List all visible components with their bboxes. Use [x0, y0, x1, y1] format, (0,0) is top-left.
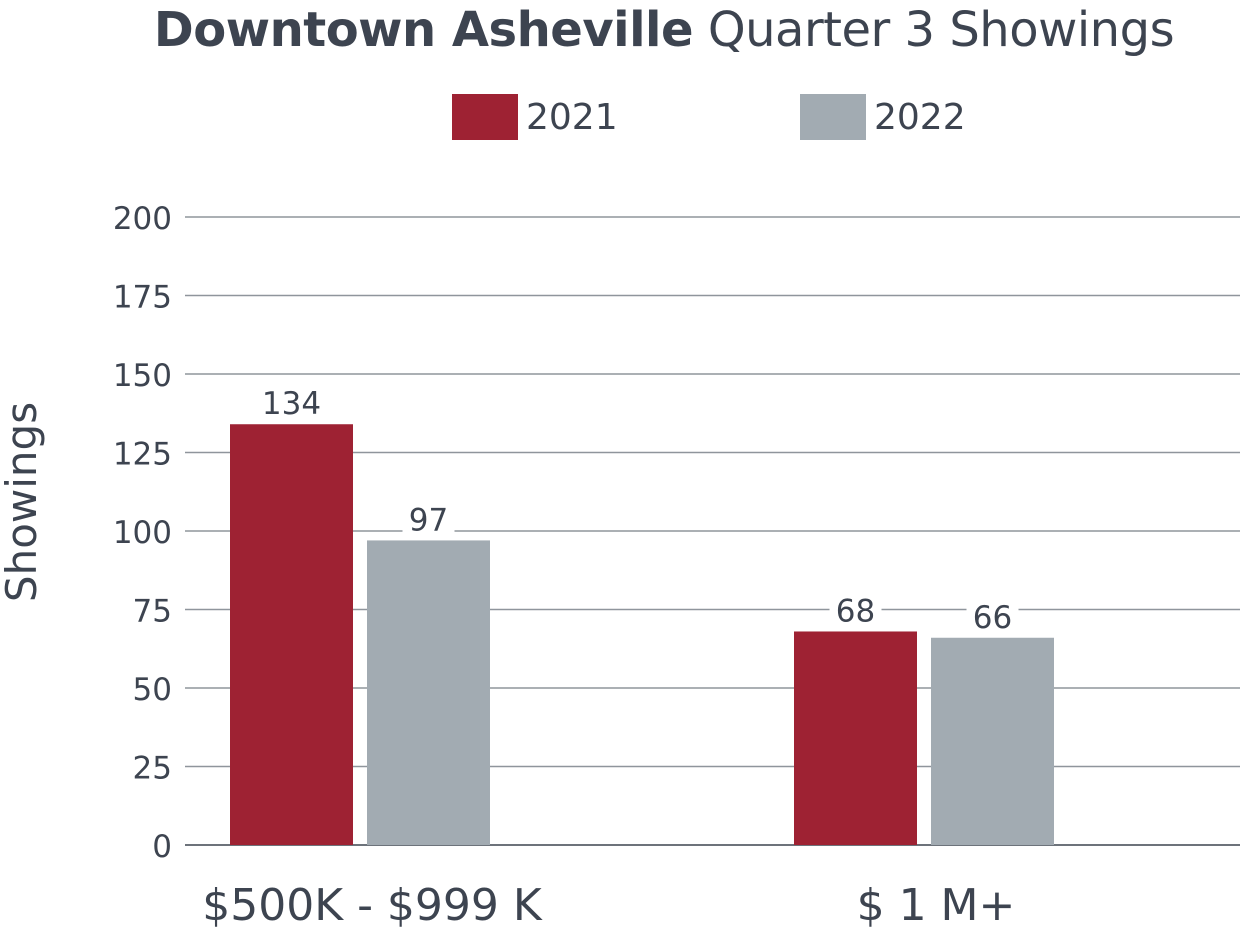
legend-item-2022: 2022	[800, 94, 966, 140]
y-axis-label: Showings	[0, 402, 46, 602]
chart-title-rest: Quarter 3 Showings	[707, 2, 1175, 58]
bar-label-bg-2022-0	[402, 498, 455, 535]
bar-value-label-2022-0: 97	[409, 502, 448, 538]
bar-value-label-2021-0: 134	[262, 386, 321, 422]
x-tick-label-0: $500K - $999 K	[202, 880, 543, 931]
legend-swatch-2022	[800, 94, 866, 140]
x-tick-label-1: $ 1 M+	[857, 880, 1016, 931]
y-tick-label-150: 150	[113, 358, 172, 394]
legend-label-2022: 2022	[874, 96, 966, 138]
bar-label-bg-2021-0	[255, 382, 328, 419]
bar-2022-1	[931, 637, 1054, 845]
chart-title: Downtown Asheville Quarter 3 Showings	[0, 2, 1248, 58]
legend-item-2021: 2021	[452, 94, 618, 140]
legend-label-2021: 2021	[526, 96, 618, 138]
bar-2021-1	[794, 631, 917, 845]
bar-2021-0	[230, 424, 353, 845]
legend-swatch-2021	[452, 94, 518, 140]
y-tick-label-75: 75	[133, 594, 172, 630]
chart-title-bold: Downtown Asheville	[153, 2, 694, 58]
bar-label-bg-2021-1	[829, 589, 882, 626]
y-tick-label-50: 50	[133, 672, 172, 708]
y-tick-label-175: 175	[113, 280, 172, 316]
bar-value-label-2022-1: 66	[973, 600, 1012, 636]
bar-value-label-2021-1: 68	[836, 593, 875, 629]
y-tick-label-100: 100	[113, 515, 172, 551]
y-tick-label-0: 0	[152, 829, 172, 865]
bar-2022-0	[367, 540, 490, 845]
bar-label-bg-2022-1	[966, 595, 1019, 632]
y-tick-label-125: 125	[113, 437, 172, 473]
y-tick-label-25: 25	[133, 751, 172, 787]
y-tick-label-200: 200	[113, 201, 172, 237]
